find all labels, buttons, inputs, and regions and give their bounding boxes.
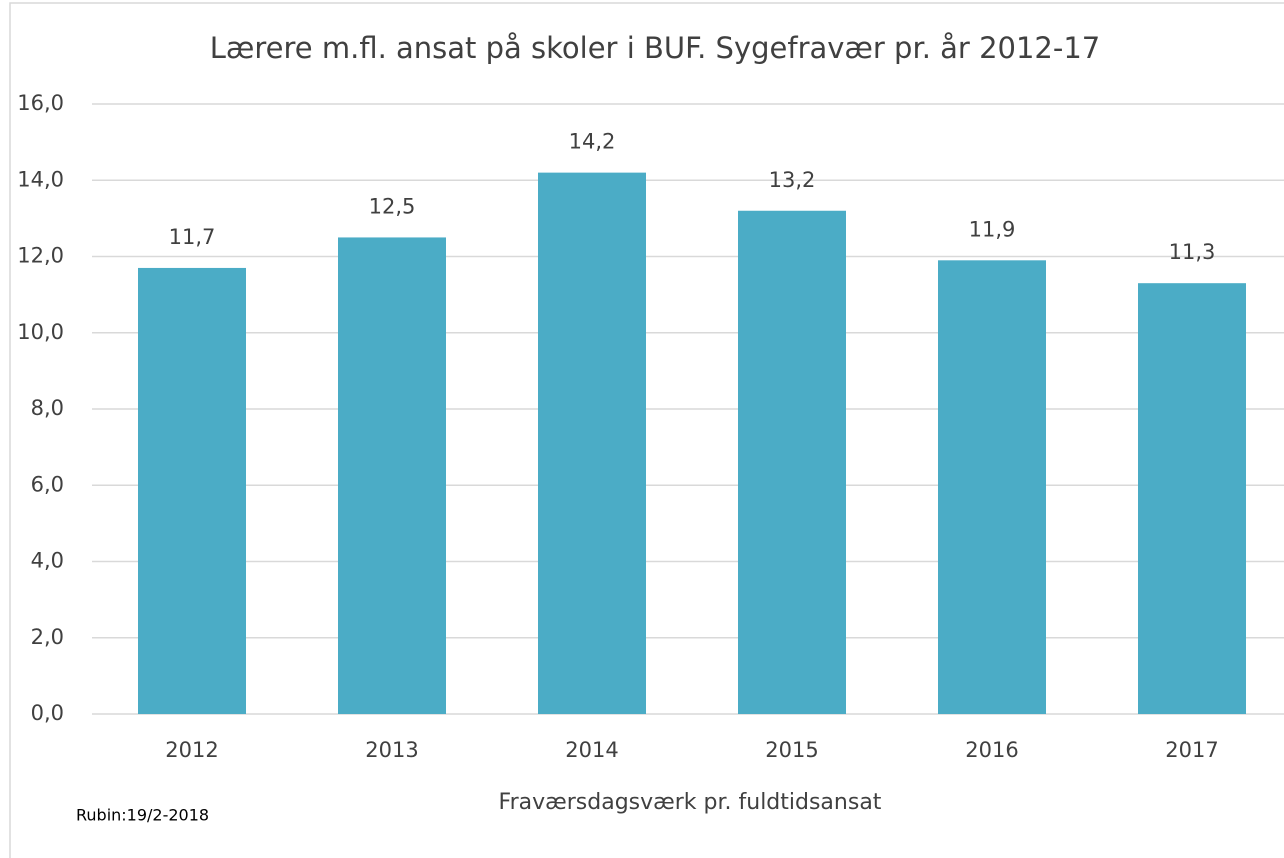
data-label: 11,9 (969, 217, 1016, 241)
y-tick-label: 8,0 (31, 396, 64, 420)
y-tick-label: 14,0 (17, 167, 64, 191)
x-axis-label: Fraværsdagsværk pr. fuldtidsansat (499, 790, 882, 815)
bar (538, 172, 646, 714)
y-tick-label: 12,0 (17, 244, 64, 268)
data-label: 13,2 (769, 168, 816, 192)
bar (138, 267, 246, 714)
x-tick-label: 2013 (365, 738, 418, 762)
y-tick-label: 6,0 (31, 472, 64, 496)
data-label: 11,3 (1169, 240, 1216, 264)
data-label: 11,7 (169, 225, 216, 249)
x-tick-label: 2017 (1165, 738, 1218, 762)
chart-title: Lærere m.fl. ansat på skoler i BUF. Syge… (210, 31, 1101, 65)
y-tick-label: 16,0 (17, 91, 64, 115)
x-tick-label: 2015 (765, 738, 818, 762)
y-tick-label: 10,0 (17, 320, 64, 344)
bar (338, 237, 446, 714)
y-tick-label: 2,0 (31, 625, 64, 649)
bar (1138, 283, 1246, 714)
y-tick-label: 4,0 (31, 549, 64, 573)
x-tick-label: 2014 (565, 738, 618, 762)
bar (738, 210, 846, 714)
y-tick-label: 0,0 (31, 701, 64, 725)
source-note: Rubin:19/2-2018 (76, 806, 209, 825)
data-label: 14,2 (569, 130, 616, 154)
data-label: 12,5 (369, 194, 416, 218)
x-tick-label: 2016 (965, 738, 1018, 762)
bar (938, 260, 1046, 714)
x-tick-label: 2012 (165, 738, 218, 762)
